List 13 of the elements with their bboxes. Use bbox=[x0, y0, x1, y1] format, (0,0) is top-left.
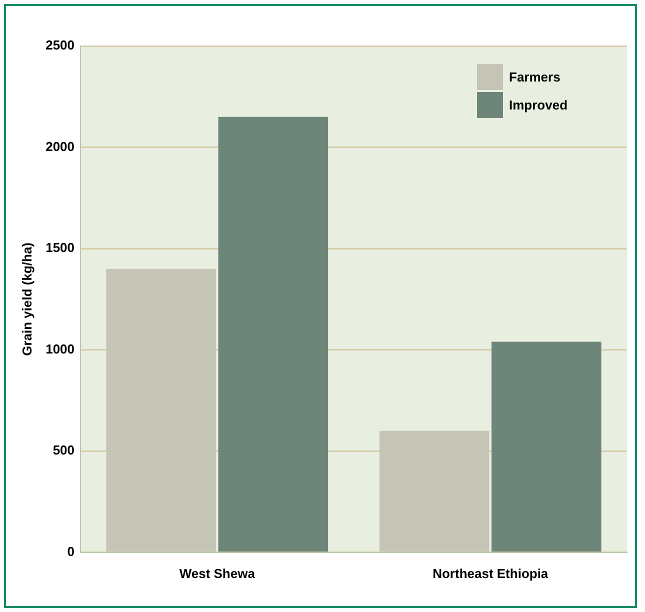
bar bbox=[218, 116, 328, 552]
y-tick-label: 2000 bbox=[46, 138, 75, 154]
legend-label: Farmers bbox=[509, 70, 560, 85]
y-tick-label: 1000 bbox=[46, 341, 75, 356]
y-tick-label: 2500 bbox=[46, 38, 75, 53]
bar bbox=[492, 342, 602, 552]
legend-label: Improved bbox=[509, 98, 568, 113]
y-tick-label: 1500 bbox=[46, 240, 75, 256]
y-tick-label: 500 bbox=[52, 442, 75, 458]
y-tick-label: 0 bbox=[67, 544, 75, 559]
x-tick-label: Northeast Ethiopia bbox=[432, 566, 549, 581]
x-tick-label: West Shewa bbox=[179, 566, 256, 581]
y-axis-title: Grain yield (kg/ha) bbox=[19, 242, 34, 356]
